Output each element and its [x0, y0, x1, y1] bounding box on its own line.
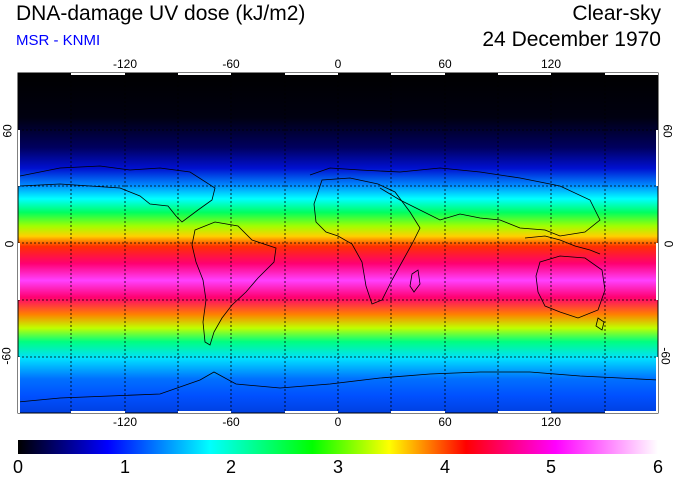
lon-label-bottom: 120 — [540, 415, 562, 429]
colorbar-label: 2 — [225, 457, 237, 477]
lat-label-left: -60 — [0, 347, 14, 365]
map-source: MSR - KNMI — [16, 32, 101, 49]
colorbar-label: 4 — [439, 457, 451, 477]
lat-label-right: 0 — [661, 240, 676, 248]
lon-label-bottom: -120 — [112, 415, 138, 429]
colorbar-label: 1 — [119, 457, 131, 477]
lat-label-left: 60 — [0, 124, 15, 138]
lon-label-bottom: 60 — [438, 415, 452, 429]
coastlines — [18, 165, 658, 403]
colorbar-label: 3 — [332, 457, 344, 477]
lon-label-top: 60 — [438, 57, 452, 71]
lat-label-left: 0 — [2, 240, 17, 248]
lon-label-top: -60 — [222, 57, 240, 71]
lat-label-right: 60 — [660, 124, 675, 138]
colorbar-label: 5 — [545, 457, 557, 477]
lon-label-top: -120 — [112, 57, 138, 71]
colorbar — [18, 440, 658, 454]
lat-label-right: -60 — [658, 347, 673, 365]
map-date: 24 December 1970 — [482, 28, 661, 51]
lon-label-top: 120 — [540, 57, 562, 71]
colorbar-label: 6 — [652, 457, 664, 477]
map-title: DNA-damage UV dose (kJ/m2) — [16, 2, 306, 25]
lon-label-top: 0 — [334, 57, 342, 71]
sky-condition: Clear-sky — [572, 2, 661, 25]
lon-label-bottom: 0 — [334, 415, 342, 429]
lon-label-bottom: -60 — [222, 415, 240, 429]
map-border-marks — [18, 73, 658, 413]
colorbar-label: 0 — [12, 457, 24, 477]
graticule — [18, 73, 658, 413]
